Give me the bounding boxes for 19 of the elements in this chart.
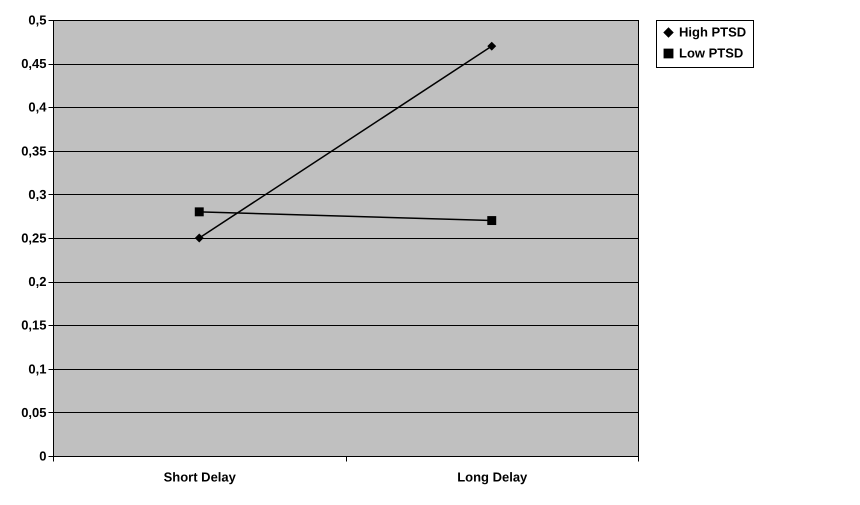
y-tick-label: 0,25 xyxy=(21,230,46,246)
point xyxy=(487,216,496,226)
x-tick-label: Short Delay xyxy=(164,470,237,484)
y-tick-label: 0,1 xyxy=(28,361,46,376)
y-tick-label: 0,3 xyxy=(28,186,46,202)
point xyxy=(194,207,204,216)
point xyxy=(194,234,204,242)
y-tick-label: 0,2 xyxy=(28,274,46,290)
y-tick-label: 0 xyxy=(39,448,46,464)
legend-label: Low PTSD xyxy=(679,46,744,60)
y-tick-label: 0,45 xyxy=(21,56,46,72)
point xyxy=(487,42,496,51)
y-tick-label: 0,05 xyxy=(21,404,46,420)
y-tick-label: 0,35 xyxy=(21,143,46,158)
y-tick-label: 0,15 xyxy=(21,318,46,333)
legend-label: High PTSD xyxy=(679,24,746,40)
y-tick-label: 0,5 xyxy=(28,12,46,28)
x-tick-label: Long Delay xyxy=(457,470,528,484)
y-tick-label: 0,4 xyxy=(28,100,48,115)
